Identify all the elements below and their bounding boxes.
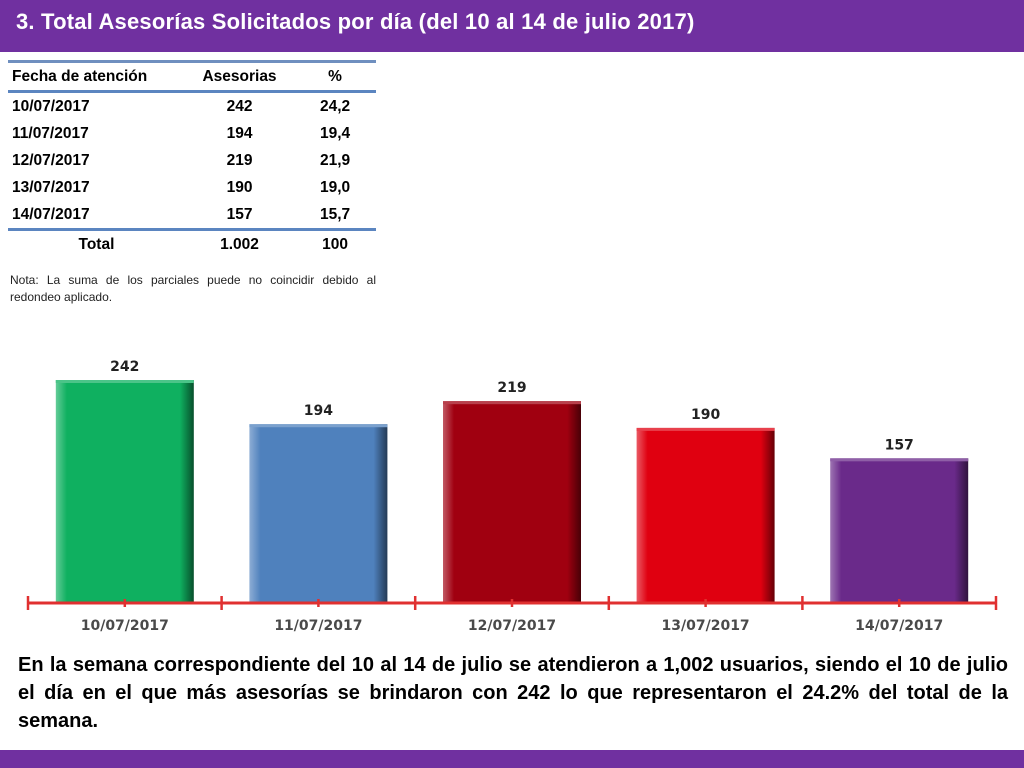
bar [636,427,775,603]
bar [830,458,969,603]
table-row: 10/07/2017 242 24,2 [8,92,376,121]
cell-count: 190 [226,178,253,196]
column-header-date: Fecha de atención [12,67,148,85]
cell-percent: 21,9 [319,151,351,169]
bar-chart: 242 10/07/2017 194 11/07/2017 219 12/07/2017 1… [26,359,998,634]
cell-percent: 19,0 [319,178,351,196]
table-header-row: Fecha de atención Asesorias % [8,61,376,92]
table-row: 11/07/2017 194 19,4 [8,120,376,147]
cell-count: 157 [226,205,253,223]
cell-percent: 15,7 [319,205,351,223]
data-label: 194 [304,403,333,419]
total-count: 1.002 [220,235,259,253]
summary-table: Fecha de atención Asesorias % 10/07/2017… [8,60,376,258]
data-label: 242 [110,359,139,375]
column-header-percent: % [328,67,342,85]
table-row: 14/07/2017 157 15,7 [8,201,376,230]
table-row: 13/07/2017 190 19,0 [8,174,376,201]
bar-top-bevel [443,401,581,405]
cell-date: 10/07/2017 [12,97,90,115]
bar [55,380,194,603]
column-header-count: Asesorias [202,67,277,85]
title-bar: 3. Total Asesorías Solicitados por día (… [0,0,1024,52]
category-label: 13/07/2017 [662,618,750,634]
total-percent: 100 [322,235,348,253]
cell-date: 11/07/2017 [12,124,89,142]
cell-count: 219 [226,151,253,169]
cell-date: 12/07/2017 [12,151,90,169]
cell-count: 194 [226,124,253,142]
footer-bar [0,750,1024,768]
category-label: 12/07/2017 [468,618,556,634]
category-label: 14/07/2017 [855,618,943,634]
cell-date: 13/07/2017 [12,178,90,196]
bar [443,401,581,603]
bar-top-bevel [830,458,969,462]
bar-top-bevel [636,427,775,431]
data-label: 190 [691,407,720,423]
table-row: 12/07/2017 219 21,9 [8,147,376,174]
cell-date: 14/07/2017 [12,205,90,223]
category-label: 11/07/2017 [274,618,362,634]
data-label: 219 [497,380,526,396]
bar-top-bevel [249,424,388,428]
table-total-row: Total 1.002 100 [8,229,376,259]
total-label: Total [78,235,115,253]
cell-percent: 19,4 [319,124,351,142]
bar-top-bevel [55,380,194,383]
cell-percent: 24,2 [319,97,351,115]
summary-paragraph: En la semana correspondiente del 10 al 1… [18,654,1008,732]
page-title: 3. Total Asesorías Solicitados por día (… [16,9,695,34]
data-label: 157 [885,437,914,453]
rounding-note: Nota: La suma de los parciales puede no … [10,273,376,304]
bar [249,424,388,603]
category-label: 10/07/2017 [81,618,169,634]
cell-count: 242 [226,97,253,115]
